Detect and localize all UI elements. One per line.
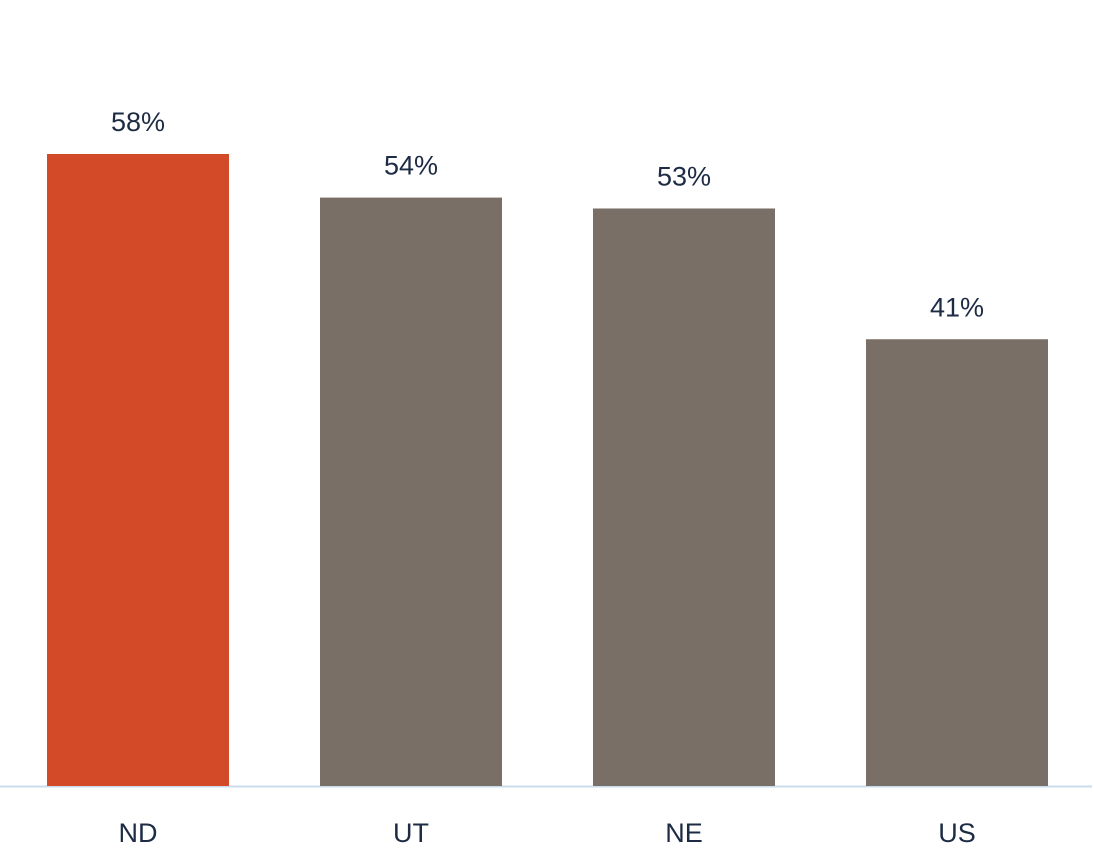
bar bbox=[320, 197, 502, 787]
x-tick-label: ND bbox=[119, 818, 158, 848]
data-label: 41% bbox=[930, 292, 984, 322]
bar bbox=[866, 339, 1048, 786]
data-label: 54% bbox=[384, 151, 438, 181]
bar bbox=[593, 208, 775, 786]
data-label: 58% bbox=[111, 107, 165, 137]
x-tick-label: UT bbox=[393, 818, 429, 848]
bar bbox=[47, 154, 229, 786]
x-tick-label: US bbox=[938, 818, 976, 848]
x-tick-label: NE bbox=[665, 818, 703, 848]
data-label: 53% bbox=[657, 162, 711, 192]
